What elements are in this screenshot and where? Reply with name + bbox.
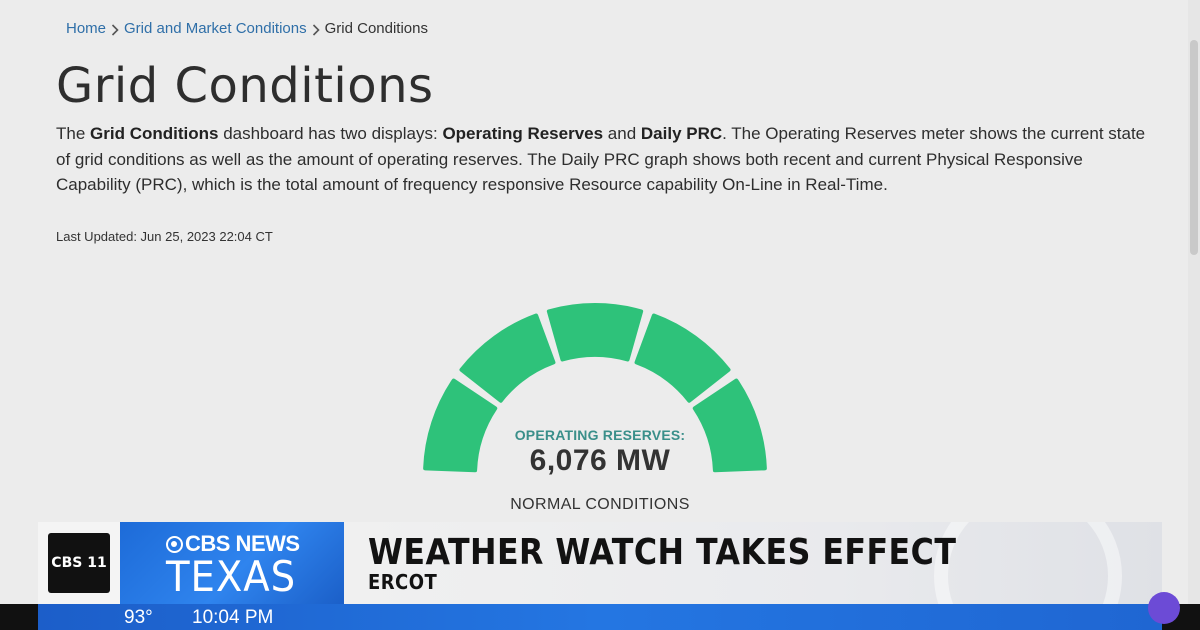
chevron-right-icon [106,21,124,36]
gauge-segment-2 [459,313,556,403]
network-top-text: CBS NEWS [185,531,300,556]
intro-paragraph: The Grid Conditions dashboard has two di… [56,121,1146,198]
temperature: 93° [124,607,153,628]
breadcrumb: Home Grid and Market Conditions Grid Con… [66,20,428,37]
network-brand: CBS NEWS TEXAS [120,522,344,604]
scrollbar[interactable] [1188,0,1200,630]
intro-text: dashboard has two displays: [218,124,443,143]
chat-bubble-icon[interactable] [1148,592,1180,624]
gauge-status: NORMAL CONDITIONS [510,496,690,513]
gauge-segment-4 [634,313,731,403]
gauge-label: OPERATING RESERVES: [514,427,686,443]
network-top: CBS NEWS [166,531,300,557]
intro-text: The [56,124,91,143]
clock-time: 10:04 PM [192,607,274,628]
page-title: Grid Conditions [56,58,434,114]
headline-box: WEATHER WATCH TAKES EFFECT ERCOT [344,522,1162,604]
intro-bold-grid-conditions: Grid Conditions [90,124,219,143]
scrollbar-thumb[interactable] [1190,40,1198,255]
intro-bold-daily-prc: Daily PRC [640,124,723,143]
network-bottom: TEXAS [166,552,297,601]
last-updated: Last Updated: Jun 25, 2023 22:04 CT [56,229,273,244]
broadcast-lower-third: CBS 11 CBS NEWS TEXAS WEATHER WATCH TAKE… [38,522,1162,604]
gauge-value: 6,076 MW [529,444,671,477]
intro-text: . The Operating Reserves meter shows the… [56,124,1146,194]
chevron-right-icon [307,21,325,36]
station-logo: CBS 11 [38,522,120,604]
intro-bold-operating-reserves: Operating Reserves [442,124,604,143]
headline: WEATHER WATCH TAKES EFFECT [368,532,957,573]
letterbox-left [0,604,38,630]
breadcrumb-grid-market-link[interactable]: Grid and Market Conditions [124,20,307,37]
operating-reserves-gauge [423,303,767,473]
cbs11-logo: CBS 11 [48,533,110,593]
breadcrumb-current: Grid Conditions [324,20,428,37]
breadcrumb-home-link[interactable]: Home [66,20,107,37]
gauge-segment-3 [546,303,644,362]
gauge-segment-1 [423,378,498,473]
cbs-eye-icon [166,536,183,553]
intro-text: and [603,124,641,143]
subhead: ERCOT [368,570,438,594]
gauge-segment-5 [692,378,767,473]
ticker-bar: 93° 10:04 PM [38,604,1162,630]
